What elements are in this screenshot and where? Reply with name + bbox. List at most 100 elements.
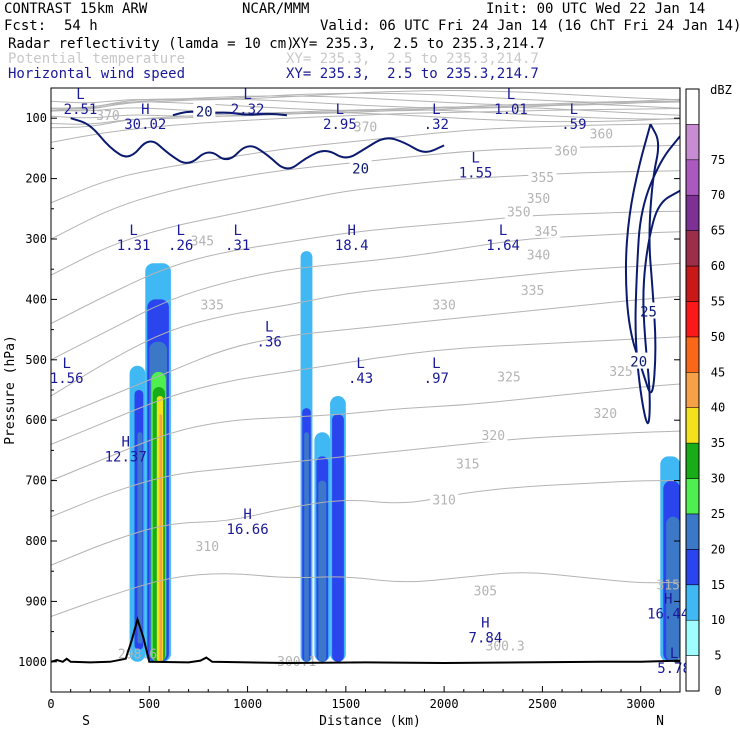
colorbar-level-35: 35 [711,436,725,450]
theta-contour-335 [51,262,680,397]
theta-contour-310 [51,480,680,566]
x-tick-label-0: 0 [47,697,54,711]
theta-contour-350 [51,170,680,276]
reflectivity-cell-12 [304,432,309,662]
hl-kind-17: H [121,434,129,450]
colorbar-swatch-60 [685,230,700,267]
model-title: CONTRAST 15km ARW [4,1,148,17]
field-name-reflectivity: Radar reflectivity (lamda = 10 cm) [8,36,295,52]
hl-value-2: 2.32 [231,102,265,118]
colorbar-level-20: 20 [711,542,725,556]
x-axis-label: Distance (km) [319,714,421,729]
x-tick-label-3000: 3000 [626,697,655,711]
theta-label-bg-12 [94,107,122,122]
colorbar-swatch-40 [685,372,700,408]
colorbar-swatch-25 [685,478,700,515]
hl-kind-5: L [507,87,515,103]
y-tick-label-700: 700 [25,474,47,488]
theta-label-bg-7 [524,247,553,262]
org-label: NCAR/MMM [242,1,310,17]
hl-kind-8: L [129,223,137,239]
theta-label-360: 360 [554,144,577,159]
field-xy-wind: XY= 235.3, 2.5 to 235.3,214.7 [286,66,539,82]
reflectivity-cell-17 [332,414,344,662]
hl-value-11: 18.4 [335,238,369,254]
theta-label-bg-4 [495,369,523,384]
y-tick-label-100: 100 [25,111,47,125]
theta-upper-contour-8 [51,111,680,129]
colorbar-swatch-45 [685,336,700,373]
hl-value-20: 7.84 [469,631,503,647]
colorbar: 0 5 10 15 20 25 30 35 40 45 50 55 60 65 70 75 dBZ [685,83,732,698]
theta-label-bg-10 [528,170,557,184]
hl-kind-16: L [432,356,440,372]
hl-value-10: .31 [225,238,250,254]
theta-label-320: 320 [482,429,505,444]
theta-label-310: 310 [432,494,455,509]
hl-kind-10: L [233,223,241,239]
hl-kind-18: H [243,507,251,523]
hl-value-0: 2.51 [64,102,98,118]
theta-contour-345 [51,210,680,325]
theta-contour-315 [51,430,680,518]
theta-label-bg-5 [430,297,459,312]
hl-kind-3: L [336,102,344,118]
theta-contour-layer: 3053103153203253303353403453503553603703… [51,90,680,670]
colorbar-level-65: 65 [711,224,725,238]
hl-value-5: 1.01 [494,102,528,118]
x-tick-label-1500: 1500 [331,697,360,711]
colorbar-level-10: 10 [711,613,725,627]
hl-value-12: 1.64 [486,238,520,254]
hl-kind-4: L [432,102,440,118]
colorbar-swatch-65 [685,194,700,231]
theta-upper-contour-6 [51,106,680,119]
theta-label-bg-9 [504,204,533,219]
axes-layer: 100 200 300 400 500 600 700 800 900 1000 0 500 1000 1… [3,111,680,729]
x-end-label-right: N [656,714,664,729]
terrain-line [51,616,680,665]
hl-kind-12: L [499,223,507,239]
colorbar-swatch-75 [685,124,700,161]
wind-contour-2 [624,123,660,394]
wind-label-bg-0 [349,159,372,176]
hl-kind-2: L [243,87,251,103]
theta-label-350: 350 [507,205,530,220]
colorbar-level-75: 75 [711,153,725,167]
theta-label-bg-6 [518,282,547,297]
theta-contour-340 [51,231,680,361]
theta-label-bg-1 [430,492,459,507]
hl-kind-14: L [62,356,70,372]
colorbar-swatch-20 [685,513,700,550]
colorbar-level-5: 5 [714,649,721,663]
colorbar-unit: dBZ [710,83,732,97]
theta-extra-label-8: 360 [590,128,613,143]
fcst-label: Fcst: [4,18,47,34]
colorbar-level-70: 70 [711,188,725,202]
colorbar-level-30: 30 [711,472,725,486]
theta-extra-label-6: 350 [527,192,550,207]
wind-label-1: 20 [196,105,213,121]
y-axis-label: Pressure (hPa) [3,335,18,445]
theta-extra-label-2: 320 [594,407,617,422]
colorbar-level-15: 15 [711,578,725,592]
hl-value-8: 1.31 [117,238,151,254]
colorbar-frame [685,88,700,692]
valid-time: Valid: 06 UTC Fri 24 Jan 14 (16 ChT Fri … [320,18,740,34]
theta-label-315: 315 [456,457,479,472]
field-name-theta: Potential temperature [8,51,186,67]
wind-contour-1 [172,110,287,117]
y-tick-label-300: 300 [25,232,47,246]
hl-kind-21: L [670,646,678,662]
hl-kind-19: H [664,591,672,607]
hl-value-4: .32 [424,117,449,133]
hl-value-7: 1.55 [459,166,493,182]
hl-value-6: .59 [561,117,586,133]
x-tick-label-1000: 1000 [233,697,262,711]
hl-kind-13: L [265,320,273,336]
colorbar-level-55: 55 [711,295,725,309]
theta-contour-370 [51,108,680,143]
colorbar-level-50: 50 [711,330,725,344]
field-xy-reflectivity: XY= 235.3, 2.5 to 235.3,214.7 [292,36,545,52]
hl-value-18: 16.66 [227,522,269,538]
